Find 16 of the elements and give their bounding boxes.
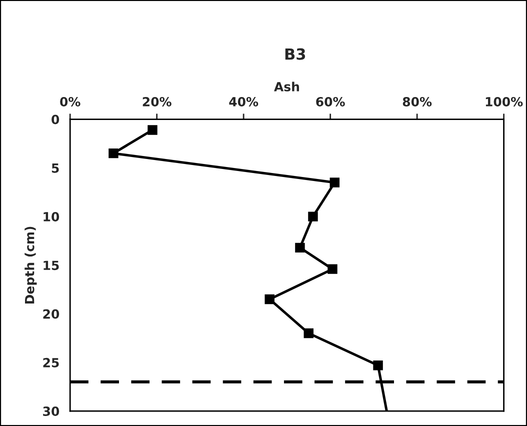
- chart-title: B3: [285, 48, 306, 60]
- y-tick-label: 15: [44, 260, 59, 270]
- y-tick-label: 10: [44, 212, 60, 222]
- y-tick-label: 30: [43, 406, 60, 416]
- y-tick-label: 20: [43, 309, 60, 319]
- x-tick-label: 20%: [142, 96, 172, 106]
- x-tick-label: 80%: [402, 96, 432, 106]
- x-tick-label: 100%: [486, 96, 523, 106]
- y-axis-title: Depth (cm): [24, 226, 37, 304]
- x-axis-title: Ash: [274, 82, 299, 92]
- y-tick-label: 25: [43, 358, 59, 368]
- x-tick-label: 40%: [229, 96, 258, 106]
- x-tick-label: 60%: [316, 96, 345, 106]
- y-tick-label: 0: [52, 114, 60, 124]
- x-tick-label: 0%: [60, 96, 80, 106]
- y-tick-label: 5: [52, 164, 59, 173]
